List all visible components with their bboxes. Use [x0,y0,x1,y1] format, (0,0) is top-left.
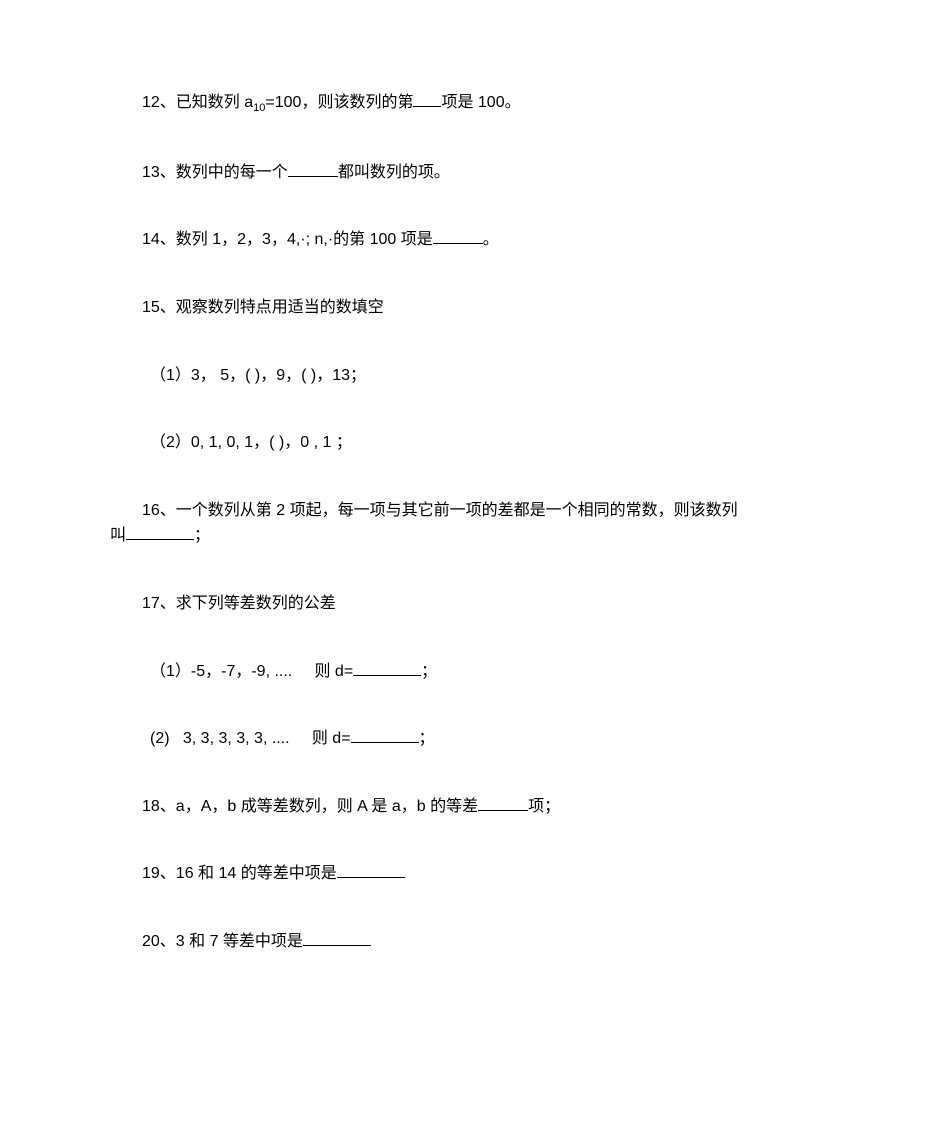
q14-prefix: 14、数列 1，2，3，4,·; n,·的第 100 项是 [142,231,433,248]
question-17-sub2: (2) 3, 3, 3, 3, 3, .... 则 d= ； [110,726,835,752]
question-17-sub1: （1）-5，-7，-9, .... 则 d= ； [110,659,835,685]
q20-blank [303,945,371,946]
q16-line1: 16、一个数列从第 2 项起，每一项与其它前一项的差都是一个相同的常数，则该数列 [110,498,835,524]
q17-sub1-prefix: （1）-5，-7，-9, .... 则 d= [150,663,353,680]
q17-sub1-blank [353,675,421,676]
q17-sub2-suffix: ； [419,730,435,747]
question-13: 13、数列中的每一个 都叫数列的项。 [110,160,835,186]
q16-line2-prefix: 叫 [110,527,126,544]
question-15-sub1: （1）3， 5，( )，9，( )，13； [110,363,835,389]
q12-mid: =100，则该数列的第 [265,94,413,111]
q18-prefix: 18、a，A，b 成等差数列，则 A 是 a，b 的等差 [142,798,478,815]
q17-sub2-prefix: (2) 3, 3, 3, 3, 3, .... 则 d= [150,730,351,747]
q13-blank [288,176,338,177]
q17-sub2-blank [351,742,419,743]
q17-sub1-suffix: ； [421,663,437,680]
q13-prefix: 13、数列中的每一个 [142,164,288,181]
question-20: 20、3 和 7 等差中项是 [110,929,835,955]
q20-prefix: 20、3 和 7 等差中项是 [142,933,303,950]
q14-suffix: 。 [483,231,499,248]
q15-sub1-text: （1）3， 5，( )，9，( )，13； [150,367,366,384]
q15-main-text: 15、观察数列特点用适当的数填空 [142,299,384,316]
question-18: 18、a，A，b 成等差数列，则 A 是 a，b 的等差 项； [110,794,835,820]
q19-prefix: 19、16 和 14 的等差中项是 [142,865,337,882]
question-15-sub2: （2）0, 1, 0, 1，( )，0 , 1 ； [110,430,835,456]
q12-subscript: 10 [253,102,265,114]
q13-suffix: 都叫数列的项。 [338,164,450,181]
question-17-main: 17、求下列等差数列的公差 [110,591,835,617]
question-14: 14、数列 1，2，3，4,·; n,·的第 100 项是 。 [110,227,835,253]
q18-suffix: 项； [528,798,560,815]
q17-main-text: 17、求下列等差数列的公差 [142,595,336,612]
q14-blank [433,243,483,244]
q16-line2: 叫； [110,523,835,549]
q19-blank [337,877,405,878]
question-12: 12、已知数列 a10=100，则该数列的第 项是 100。 [110,90,835,118]
q12-prefix: 12、已知数列 a [142,94,253,111]
q18-blank [478,810,528,811]
q12-blank [413,106,441,107]
question-15-main: 15、观察数列特点用适当的数填空 [110,295,835,321]
q16-line2-suffix: ； [194,527,210,544]
q15-sub2-text: （2）0, 1, 0, 1，( )，0 , 1 ； [150,434,352,451]
q16-blank [126,539,194,540]
q12-suffix: 项是 100。 [441,94,520,111]
question-19: 19、16 和 14 的等差中项是 [110,861,835,887]
question-16: 16、一个数列从第 2 项起，每一项与其它前一项的差都是一个相同的常数，则该数列… [110,498,835,549]
